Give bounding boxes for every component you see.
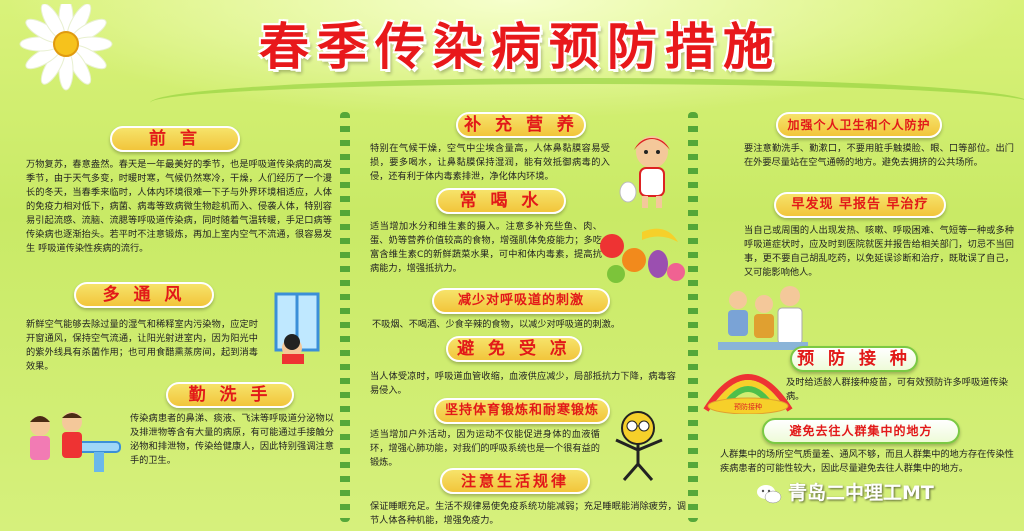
heading-respiratory: 减少对呼吸道的刺激	[432, 288, 610, 314]
column-right: 加强个人卫生和个人防护 要注意勤洗手、勤漱口，不要用脏手触摸脸、眼、口等部位。出…	[700, 112, 1018, 527]
heading-hygiene: 加强个人卫生和个人防护	[776, 112, 942, 138]
text-early: 当自己或周围的人出现发热、咳嗽、呼吸困难、气短等一种或多种呼吸道症状时，应及时到…	[744, 225, 1014, 278]
heading-handwash: 勤 洗 手	[166, 382, 294, 408]
heading-ventilation: 多 通 风	[74, 282, 214, 308]
text-water: 适当增加水分和维生素的摄入。注意多补充些鱼、肉、蛋、奶等营养价值较高的食物，增强…	[370, 221, 602, 274]
heading-early: 早发现 早报告 早治疗	[774, 192, 946, 218]
fruits-icon	[600, 228, 685, 283]
heading-exercise: 坚持体育锻炼和耐寒锻炼	[434, 398, 610, 424]
page-title: 春季传染病预防措施	[259, 18, 781, 76]
text-exercise: 适当增加户外活动，因为运动不仅能促进身体的血液循环，增强心肺功能，对我们的呼吸系…	[370, 429, 600, 468]
column-middle: 补 充 营 养 特别在气候干燥，空气中尘埃含量高，人体鼻黏膜容易受损，要多喝水，…	[352, 112, 690, 527]
heading-cold: 避 免 受 凉	[446, 336, 582, 362]
text-crowd: 人群集中的场所空气质量差、通风不够，而且人群集中的地方存在传染性疾病患者的可能性…	[720, 449, 1014, 474]
watermark-text: 青岛二中理工MT	[788, 482, 934, 504]
children-washing-hands-icon	[30, 412, 121, 472]
heading-preface: 前 言	[110, 126, 240, 152]
watermark: 青岛二中理工MT	[756, 478, 1018, 508]
doctor-patients-icon	[718, 286, 808, 350]
text-respiratory: 不吸烟、不喝酒、少食辛辣的食物，以减少对呼吸道的刺激。	[372, 319, 621, 330]
exercising-kid-icon	[615, 411, 663, 481]
tree-divider-right	[688, 112, 698, 522]
heading-routine: 注意生活规律	[440, 468, 590, 494]
column-left: 前 言 万物复苏，春意盎然。春天是一年最美好的季节，也是呼吸道传染病的高发季节，…	[18, 112, 340, 527]
vaccine-banner-text: 预防接种	[734, 402, 762, 411]
heading-water: 常 喝 水	[436, 188, 566, 214]
open-window-icon	[274, 292, 320, 364]
text-hygiene: 要注意勤洗手、勤漱口，不要用脏手触摸脸、眼、口等部位。出门在外要尽量站在空气通畅…	[744, 143, 1014, 168]
tree-divider-left	[340, 112, 350, 522]
green-swoosh	[150, 78, 1024, 128]
text-nutrition: 特别在气候干燥，空气中尘埃含量高，人体鼻黏膜容易受损，要多喝水，让鼻黏膜保持湿润…	[370, 143, 610, 182]
daisy-flower-icon	[19, 4, 113, 91]
vaccine-rainbow-icon: 预防接种	[703, 374, 793, 414]
text-routine: 保证睡眠充足。生活不规律易使免疫系统功能减弱；充足睡眠能消除疲劳，调节人体各种机…	[370, 501, 686, 526]
text-handwash: 传染病患者的鼻涕、痰液、飞沫等呼吸道分泌物以及排泄物等含有大量的病原，有可能通过…	[130, 413, 334, 466]
wechat-icon	[757, 484, 782, 503]
text-vaccine: 及时给适龄人群接种疫苗，可有效预防许多呼吸道传染病。	[786, 377, 1008, 402]
heading-nutrition: 补 充 营 养	[456, 112, 586, 138]
heading-crowd: 避免去往人群集中的地方	[762, 418, 960, 444]
text-ventilation: 新鲜空气能够去除过量的湿气和稀释室内污染物，应定时开窗通风，保持空气流通，让阳光…	[26, 319, 258, 372]
text-preface: 万物复苏，春意盎然。春天是一年最美好的季节，也是呼吸道传染病的高发季节，由于天气…	[26, 159, 332, 254]
heading-vaccine: 预 防 接 种	[790, 346, 918, 372]
girl-drinking-icon	[619, 136, 670, 208]
text-cold: 当人体受凉时，呼吸道血管收缩，血液供应减少，局部抵抗力下降，病毒容易侵入。	[370, 371, 676, 396]
